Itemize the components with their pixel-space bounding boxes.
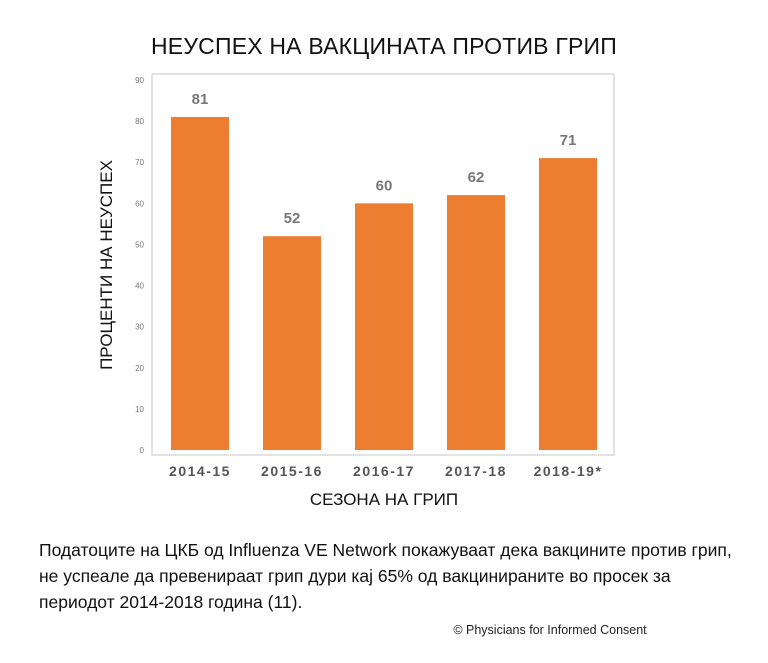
x-tick-label: 2016-17 [353,463,415,479]
plot-frame [151,73,615,456]
x-tick-label: 2015-16 [261,463,323,479]
bar [447,195,505,450]
chart-title: НЕУСПЕХ НА ВАКЦИНАТА ПРОТИВ ГРИП [151,33,617,59]
y-axis-ticks: 0 10 20 30 40 50 60 70 80 90 [135,76,144,455]
bars: 81 52 60 62 71 [171,91,597,450]
copyright-notice: © Physicians for Informed Consent [453,623,647,637]
data-label: 60 [376,177,393,194]
data-label: 62 [468,169,485,186]
x-tick-label: 2018-19* [534,463,603,479]
bar [263,236,321,450]
y-tick-label: 0 [140,446,145,455]
y-tick-label: 80 [135,117,144,126]
y-tick-label: 70 [135,158,144,167]
y-tick-label: 10 [135,405,144,414]
data-label: 71 [560,132,577,149]
plot-border [151,73,615,456]
y-tick-label: 50 [135,240,144,249]
bar [355,203,413,450]
x-axis-label: СЕЗОНА НА ГРИП [309,490,459,509]
bar [171,117,229,450]
y-axis-label: ПРОЦЕНТИ НА НЕУСПЕХ [97,160,116,370]
caption-text: Податоците на ЦКБ од Influenza VE Networ… [39,540,732,612]
data-label: 52 [284,210,301,227]
y-tick-label: 90 [135,76,144,85]
data-label: 81 [192,91,209,108]
bar [539,158,597,450]
x-tick-label: 2014-15 [169,463,231,479]
y-tick-label: 20 [135,364,144,373]
y-tick-label: 60 [135,199,144,208]
x-tick-label: 2017-18 [445,463,507,479]
x-axis-ticks: 2014-15 2015-16 2016-17 2017-18 2018-19* [169,463,603,479]
y-tick-label: 40 [135,282,144,291]
y-tick-label: 30 [135,323,144,332]
